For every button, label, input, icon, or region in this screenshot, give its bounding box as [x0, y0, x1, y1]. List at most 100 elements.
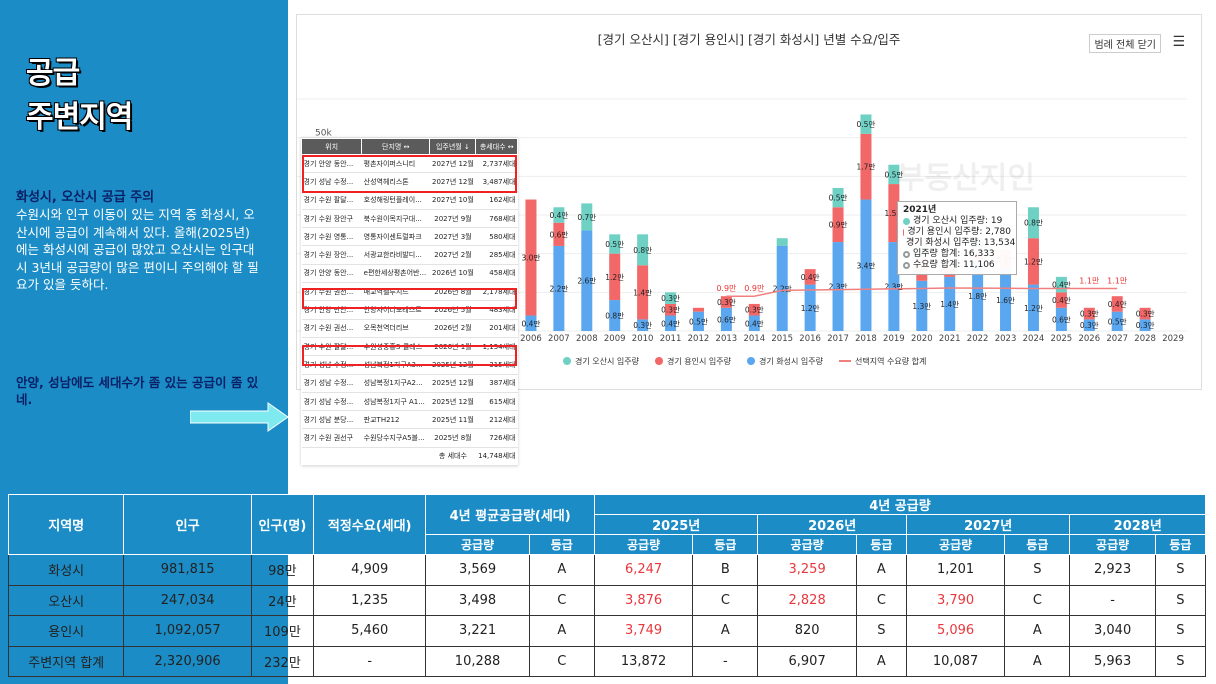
bar-segment: [832, 207, 844, 243]
empty-cell: [301, 447, 362, 467]
bar-segment: [776, 238, 788, 246]
bar-data-label: 1.4만: [633, 288, 652, 297]
tooltip-year-text: 2021년: [903, 205, 937, 215]
col-total-units[interactable]: 총세대수 ↔: [475, 138, 518, 155]
table-row[interactable]: 경기 안양 만안... 안양자이더포레스트 2026년 5월 483세대: [301, 300, 518, 320]
cell-avg-grade: A: [528, 615, 595, 647]
highlight-box-maegyo: [302, 288, 517, 309]
cell-y2025: 13,872: [593, 645, 694, 677]
header-avg-supply: 4년 평균공급량(세대): [425, 494, 595, 535]
tooltip-osan: 경기 오산시 입주량: 19: [913, 216, 1003, 226]
table-row[interactable]: 경기 수원 장안... 서광교한라비발디... 2027년 2월 285세대: [301, 245, 518, 265]
complex-move-in: 2025년 12월: [429, 374, 476, 393]
cell-y2028: 2,923: [1069, 554, 1156, 586]
table-row[interactable]: 경기 수원 권선구 수원당수지구A5블... 2025년 8월 726세대: [301, 428, 518, 448]
highlight-box-suwonseong: [302, 345, 517, 366]
complex-move-in: 2026년 10월: [429, 264, 476, 284]
x-tick-label: 2029: [1162, 334, 1184, 344]
table-row[interactable]: 경기 수원 팔달... 호성해링턴플레이... 2027년 10월 162세대: [301, 191, 518, 210]
col-location[interactable]: 위치: [300, 138, 363, 155]
table-row[interactable]: 경기 안양 동안... 평촌자이퍼스니티 2027년 12월 2,737세대: [301, 154, 518, 174]
bar-segment: [1027, 238, 1039, 285]
cell-pop-man: 24만: [250, 584, 315, 616]
complex-location: 경기 안양 동안...: [301, 264, 362, 284]
tooltip-yongin-row: 경기 용인시 입주량: 2,780: [903, 227, 1011, 238]
note-body: 수원시와 인구 이동이 있는 지역 중 화성시, 오산시에 공급이 계속해서 있…: [16, 207, 259, 292]
bar-data-label: 2.2만: [773, 284, 792, 293]
cell-y2025: 3,749: [593, 615, 694, 647]
bar-segment: [916, 280, 928, 331]
hamburger-menu-icon[interactable]: ☰: [1172, 34, 1185, 50]
cell-g2026: A: [855, 554, 907, 586]
bar-data-label: 0.3만: [1136, 310, 1155, 319]
col-move-in-date[interactable]: 입주년월 ↓: [429, 138, 477, 155]
table-row[interactable]: 경기 성남 수정... 산성역헤리스톤 2027년 12월 3,487세대: [301, 172, 518, 192]
bar-segment: [1139, 307, 1151, 320]
bar-data-label: 0.4만: [1052, 296, 1071, 305]
table-row[interactable]: 경기 수원 영통... 영통자이센트럴파크 2027년 3월 580세대: [301, 227, 518, 247]
header-population-man: 인구(명): [250, 494, 315, 555]
complex-name: 영통자이센트럴파크: [361, 227, 430, 247]
cell-region: 용인시: [7, 615, 125, 647]
complex-location: 경기 성남 분당...: [301, 410, 362, 430]
complex-units: 162세대: [475, 191, 518, 210]
col-complex-name[interactable]: 단지명 ↔: [361, 138, 431, 155]
sub-grade-avg: 등급: [528, 534, 595, 555]
complex-name: 안양자이더포레스트: [361, 300, 430, 320]
table-row[interactable]: 경기 수원 장안구 북수원이목지구대... 2027년 9월 768세대: [301, 209, 518, 229]
bar-data-label: 1.6만: [996, 296, 1015, 305]
bar-segment: [637, 265, 649, 320]
bar-segment: [748, 315, 760, 331]
header-population: 인구: [123, 494, 252, 555]
table-row: 화성시 981,815 98만 4,909 3,569 A 6,247 B 3,259 A 1,20…: [7, 554, 1207, 586]
complex-location: 경기 수원 영통...: [301, 227, 362, 247]
bar-segment: [832, 242, 844, 331]
bar-segment: [1111, 296, 1123, 312]
complex-units: 2,178세대: [475, 282, 518, 302]
cell-g2025: A: [692, 615, 759, 647]
bar-data-label: 0.8만: [1024, 219, 1043, 228]
x-tick-label: 2015: [771, 334, 793, 344]
cell-avg-grade: C: [528, 584, 595, 616]
cell-y2026: 820: [757, 615, 857, 647]
legend-marker: [655, 357, 663, 365]
bar-segment: [665, 292, 677, 304]
tooltip-total-demand: 수요량 합계: 11,106: [913, 260, 995, 270]
complex-units: 285세대: [475, 245, 518, 265]
cell-demand: 4,909: [312, 554, 427, 586]
complex-location: 경기 수원 팔달...: [301, 191, 362, 210]
table-row[interactable]: 경기 수원 권선... 오목천역더리브 2026년 2월 201세대: [301, 319, 518, 338]
complex-name: e편한세상평촌어반...: [361, 264, 430, 284]
complex-name: 평촌자이퍼스니티: [361, 154, 430, 174]
complex-location: 경기 수원 권선...: [301, 319, 362, 338]
complex-location: 경기 수원 장안...: [301, 245, 362, 265]
bar-data-label: 2.3만: [829, 283, 848, 292]
table-row[interactable]: 경기 수원 권선... 매교역팰루시드 2026년 8월 2,178세대: [301, 282, 518, 302]
sub-supply-2026: 공급량: [757, 534, 857, 555]
table-row[interactable]: 경기 성남 수정... 성남복정1지구 A1... 2025년 12월 615세대: [301, 392, 518, 412]
demand-data-label: 0.9만: [716, 284, 737, 293]
empty-cell: [361, 447, 430, 467]
table-row[interactable]: 경기 성남 수정... 성남복정1지구A2... 2025년 12월 387세대: [301, 374, 518, 393]
page-title-line2: 주변지역: [26, 100, 133, 135]
complex-location: 경기 성남 수정...: [301, 172, 362, 192]
cell-y2027: 10,087: [905, 645, 1006, 677]
bar-segment: [1055, 307, 1067, 331]
table-row[interactable]: 경기 성남 분당... 판교TH212 2025년 11월 212세대: [301, 410, 518, 430]
sub-supply-2025: 공급량: [593, 534, 694, 555]
legend-label: 선택지역 수요량 합계: [855, 356, 926, 366]
table-row: 용인시 1,092,057 109만 5,460 3,221 A 3,749 A 820 S 5,0…: [7, 615, 1207, 647]
complex-move-in: 2027년 9월: [429, 209, 476, 229]
x-tick-label: 2010: [632, 334, 654, 344]
table-row[interactable]: 경기 안양 동안... e편한세상평촌어반... 2026년 10월 458세대: [301, 264, 518, 284]
complex-name: 서광교한라비발디...: [361, 245, 430, 265]
complex-move-in: 2027년 12월: [429, 154, 476, 174]
bar-data-label: 0.3만: [717, 298, 736, 307]
x-tick-label: 2019: [883, 334, 905, 344]
bar-segment: [804, 284, 816, 331]
bar-data-label: 0.5만: [884, 170, 903, 179]
cell-avg: 3,221: [425, 615, 530, 647]
bar-data-label: 1.2만: [801, 304, 820, 313]
legend-toggle-button[interactable]: 범례 전체 닫기: [1089, 34, 1161, 53]
